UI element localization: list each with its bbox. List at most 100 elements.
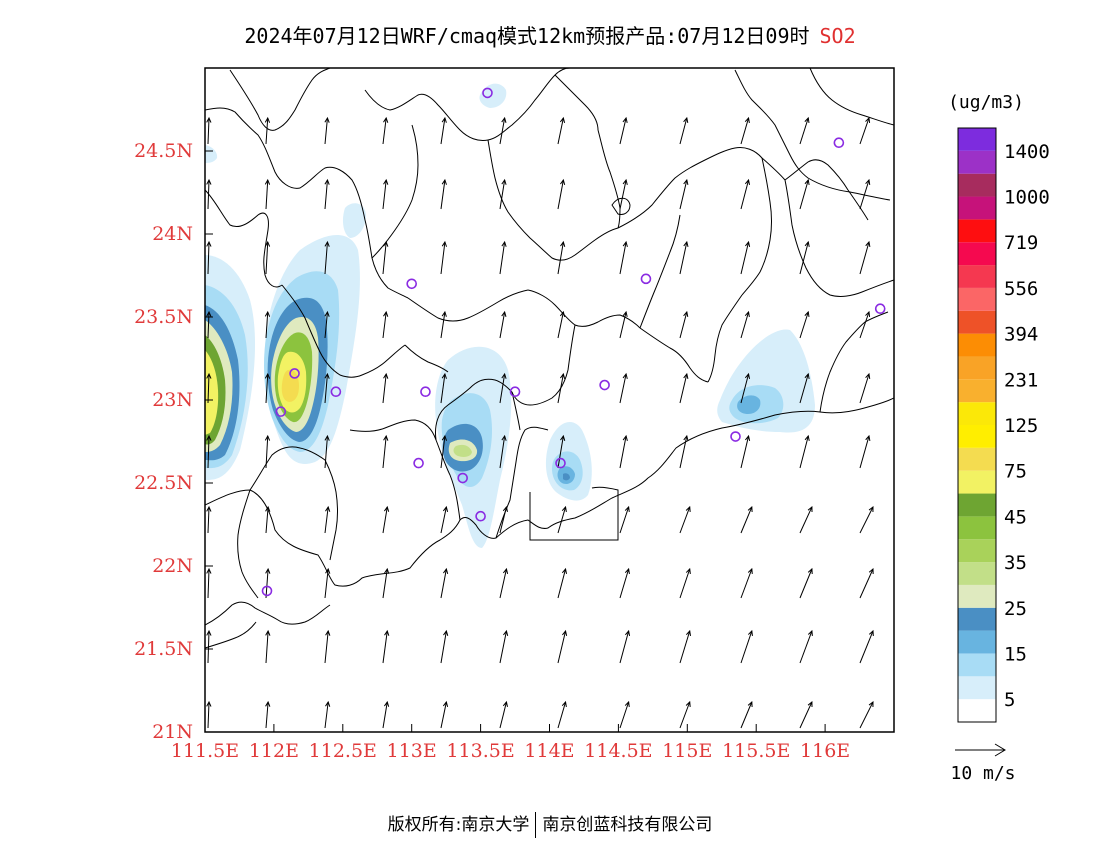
colorbar-swatch [958,219,996,243]
colorbar-frame [957,127,997,723]
colorbar-label: 45 [1004,506,1027,528]
colorbar-swatch [958,196,996,220]
pearl-river-west-bank [435,378,513,521]
boundary-shantou [819,311,889,413]
wind-arrow [499,372,507,404]
wind-arrow [440,700,449,729]
wind-arrow [799,700,813,729]
wind-arrow [499,240,507,275]
colorbar-swatch [958,402,996,425]
station-marker [599,379,610,391]
so2-forecast-map: 111.5E 112E 112.5E 113E 113.5E 114E 114.5E 115E… [134,67,1050,784]
wind-arrow [679,629,691,664]
wind-arrow [740,310,750,339]
boundary-east-fj [734,69,891,201]
wind-arrow [679,700,691,729]
wind-arrow [206,629,212,664]
wind-arrow [557,178,566,210]
boundary-maoming [249,446,326,491]
wind-arrow [859,505,874,534]
wind-arrow [324,240,330,275]
wind-arrow [264,434,271,469]
wind-arrow [382,434,389,469]
wind-arrow [440,372,447,404]
colorbar-label: 15 [1004,643,1027,665]
copyright-left: 版权所有:南京大学 [387,815,530,835]
station-marker [420,386,431,398]
colorbar-swatch [958,447,996,471]
colorbar-swatch [958,128,996,151]
wind-arrow [265,505,271,534]
colorbar-swatch [958,653,996,677]
x-tick-label: 114.5E [584,740,652,762]
colorbar-label: 556 [1004,278,1038,300]
map-axes: 111.5E 112E 112.5E 113E 113.5E 114E 114.5E 115E… [134,140,850,762]
colorbar-label: 35 [1004,552,1027,574]
title-main: 2024年07月12日WRF/cmaq模式12km预报产品:07月12日09时 [244,24,810,48]
plume-sw-25 [737,395,761,414]
wind-arrow [382,505,390,534]
wind-arrow [206,700,212,729]
station-marker [457,472,468,484]
monitoring-stations [261,87,886,597]
wind-arrow [679,567,691,599]
x-tick-label: 112E [249,740,299,762]
boundary-jieyang [741,157,772,296]
wind-arrow [799,116,810,145]
wind-arrow [265,567,271,599]
colorbar-swatch [958,493,996,517]
colorbar-label: 231 [1004,369,1038,391]
wind-reference-arrowhead [994,743,1006,757]
wind-arrow [740,116,750,145]
colorbar-swatch [958,607,996,631]
wind-arrow [440,434,447,469]
wind-arrow [499,116,507,145]
wind-arrow [619,567,630,599]
wind-arrow [382,178,389,210]
title-pollutant: SO2 [819,24,856,48]
wind-arrow [557,240,566,275]
concentration-shading [205,83,815,548]
colorbar-swatch [958,699,996,722]
colorbar-swatch [958,516,996,540]
colorbar-swatch [958,470,996,494]
station-marker [475,510,486,522]
wind-arrow [440,116,447,145]
wind-arrow [499,434,507,469]
wind-arrow [679,116,689,145]
wind-arrow [324,310,330,339]
wind-arrow [440,240,447,275]
wind-arrow [619,434,628,469]
wind-arrow [264,372,271,404]
wind-arrow [679,434,689,469]
province-boundaries [205,68,894,649]
y-tick-label: 24.5N [134,140,193,162]
colorbar-swatch [958,333,996,357]
station-marker [413,457,424,469]
wind-arrow [740,178,751,210]
wind-arrow [264,178,271,210]
wind-arrow [859,240,871,275]
colorbar-label: 394 [1004,324,1038,346]
station-marker [289,368,300,379]
colorbar-swatch [958,562,996,585]
wind-arrow [324,372,330,404]
wind-arrow [679,240,689,275]
colorbar-label: 1400 [1004,141,1050,163]
shenzhen-hk-box [529,486,619,541]
wind-arrow [619,372,628,404]
x-tick-label: 115E [662,740,712,762]
wind-arrow [859,700,874,729]
wind-arrow [206,434,212,469]
wind-arrow [382,310,389,339]
wind-arrow [557,505,567,534]
plume-sz-35 [563,473,570,481]
y-tick-label: 22.5N [134,472,193,494]
wind-arrow [619,505,630,534]
boundary-heyuan-east [639,214,681,329]
boundary-guangxi [205,189,283,288]
wind-arrow [382,700,390,729]
coastline [205,397,894,587]
wind-arrow [440,505,449,534]
wind-arrow [557,310,566,339]
